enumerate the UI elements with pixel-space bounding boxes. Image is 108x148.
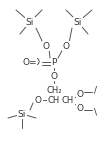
Text: O: O <box>33 58 40 66</box>
Text: O=: O= <box>22 58 37 66</box>
Text: P: P <box>51 58 57 66</box>
Text: O: O <box>76 103 83 112</box>
Text: /: / <box>94 86 98 95</box>
Text: \: \ <box>94 107 98 116</box>
Text: O: O <box>63 41 70 50</box>
Text: O: O <box>76 90 83 99</box>
Text: O: O <box>51 71 57 81</box>
Text: CH: CH <box>62 95 74 104</box>
Text: CH₂: CH₂ <box>46 86 62 95</box>
Text: O: O <box>34 95 41 104</box>
Text: Si: Si <box>74 17 82 26</box>
Text: Si: Si <box>18 110 26 119</box>
Text: O: O <box>43 41 49 50</box>
Text: CH: CH <box>48 95 60 104</box>
Text: Si: Si <box>26 17 34 26</box>
